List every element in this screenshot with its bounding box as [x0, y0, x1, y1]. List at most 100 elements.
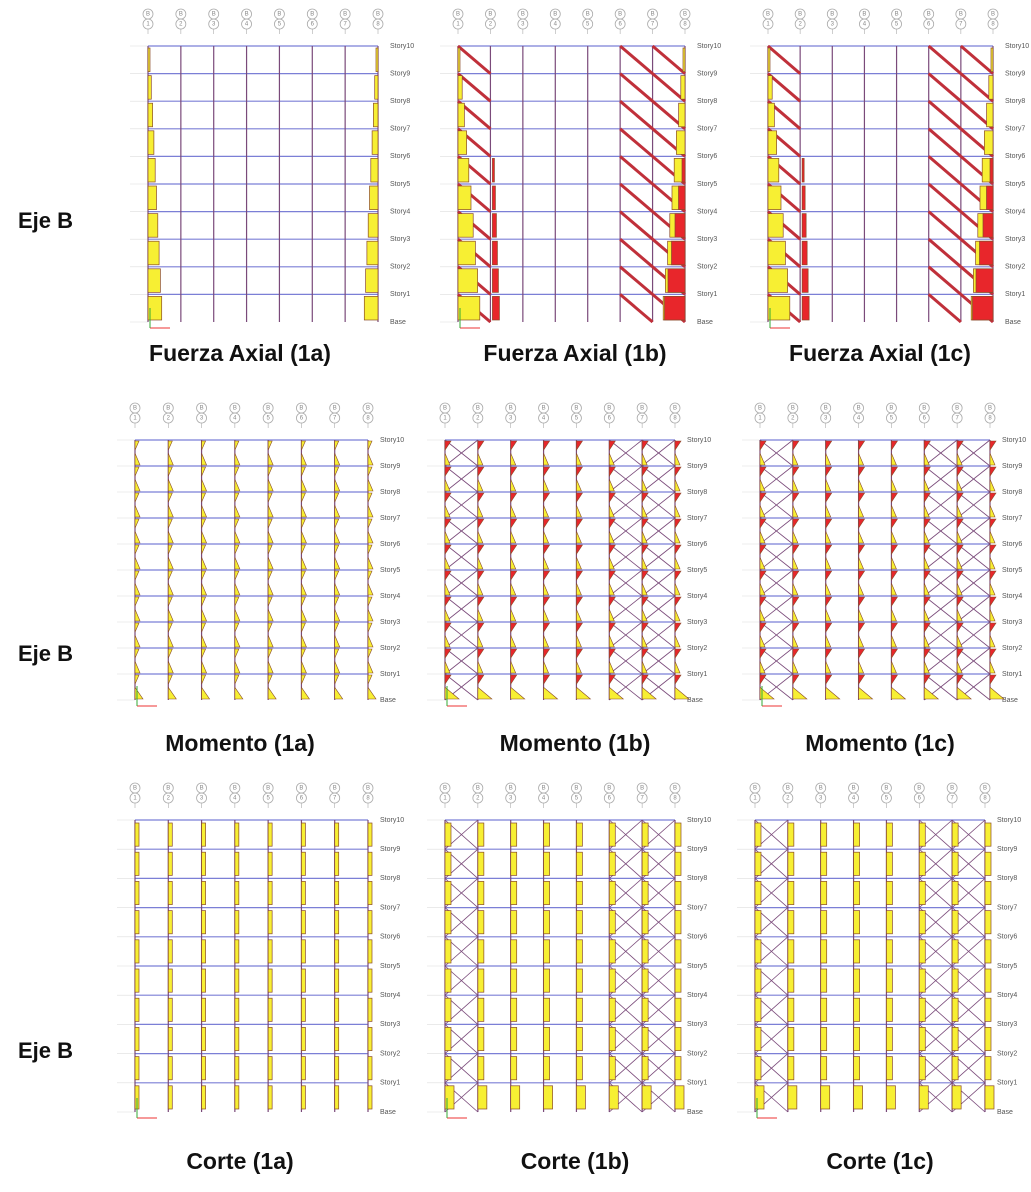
force-diagram	[478, 881, 484, 904]
force-diagram	[235, 623, 239, 632]
force-diagram	[675, 493, 681, 502]
force-diagram	[202, 583, 207, 595]
force-diagram	[642, 823, 648, 846]
force-diagram	[335, 609, 340, 621]
force-diagram	[478, 635, 483, 647]
force-diagram	[544, 823, 550, 846]
story-label: Story6	[1002, 541, 1022, 548]
grid-bubble-line: B	[133, 786, 137, 792]
force-diagram	[990, 545, 996, 554]
force-diagram	[135, 467, 139, 476]
force-diagram	[793, 623, 799, 632]
force-diagram	[268, 505, 273, 517]
force-diagram	[235, 1057, 239, 1080]
grid-bubble-number: 7	[955, 416, 959, 422]
force-diagram	[368, 505, 373, 517]
force-diagram	[168, 635, 173, 647]
story-label: Story6	[380, 541, 400, 548]
force-diagram	[642, 493, 648, 502]
force-diagram	[675, 583, 680, 595]
force-diagram	[445, 531, 450, 543]
force-diagram	[544, 583, 549, 595]
story-label: Story2	[380, 645, 400, 652]
force-diagram	[135, 969, 139, 992]
force-diagram	[642, 881, 648, 904]
force-diagram	[235, 609, 240, 621]
brace	[929, 101, 961, 129]
force-diagram	[202, 687, 210, 699]
force-diagram	[609, 609, 614, 621]
force-diagram	[642, 675, 648, 684]
story-label: Story8	[380, 875, 400, 882]
story-label: Story10	[1002, 437, 1026, 444]
force-diagram	[886, 1027, 892, 1050]
force-diagram	[859, 557, 864, 569]
force-diagram	[544, 940, 550, 963]
grid-bubble-line: B	[299, 406, 303, 412]
force-diagram	[445, 911, 451, 934]
force-diagram	[445, 675, 451, 684]
force-diagram	[478, 1057, 484, 1080]
force-diagram	[368, 852, 372, 875]
force-diagram	[576, 597, 582, 606]
grid-bubble-number: 6	[300, 416, 304, 422]
force-diagram	[802, 158, 804, 182]
force-diagram	[478, 441, 484, 450]
force-diagram	[235, 649, 239, 658]
force-diagram	[987, 103, 993, 127]
grid-bubble-line: B	[476, 406, 480, 412]
grid-bubble-number: 6	[608, 796, 612, 802]
force-diagram	[576, 583, 581, 595]
force-diagram	[478, 609, 483, 621]
force-diagram	[202, 609, 207, 621]
force-diagram	[478, 823, 484, 846]
force-diagram	[675, 998, 681, 1021]
force-diagram	[335, 453, 340, 465]
force-diagram	[301, 531, 306, 543]
force-diagram	[642, 545, 648, 554]
force-diagram	[168, 493, 172, 502]
force-diagram	[859, 519, 865, 528]
force-diagram	[478, 493, 484, 502]
force-diagram	[675, 1057, 681, 1080]
story-label: Story8	[687, 875, 707, 882]
force-diagram	[576, 441, 582, 450]
grid-bubble-line: B	[955, 406, 959, 412]
force-diagram	[760, 557, 765, 569]
panel-caption: Momento (1b)	[500, 730, 651, 756]
force-diagram	[478, 675, 484, 684]
force-diagram	[301, 505, 306, 517]
force-diagram	[952, 1086, 961, 1109]
force-diagram	[235, 1027, 239, 1050]
force-diagram	[235, 519, 239, 528]
grid-bubble-number: 6	[923, 416, 927, 422]
story-label: Base	[380, 697, 396, 704]
force-diagram	[368, 609, 373, 621]
force-diagram	[924, 597, 930, 606]
force-diagram	[957, 571, 963, 580]
force-diagram	[760, 571, 766, 580]
force-diagram	[235, 940, 239, 963]
force-diagram	[886, 940, 892, 963]
force-diagram	[168, 609, 173, 621]
force-diagram	[675, 571, 681, 580]
grid-bubble-line: B	[917, 786, 921, 792]
force-diagram	[335, 675, 339, 684]
force-diagram	[335, 557, 340, 569]
force-diagram	[511, 453, 516, 465]
grid-bubble-line: B	[521, 12, 525, 18]
force-diagram	[511, 479, 516, 491]
force-diagram	[458, 296, 480, 320]
force-diagram	[301, 519, 305, 528]
force-diagram	[576, 661, 581, 673]
force-diagram	[168, 998, 172, 1021]
force-diagram	[826, 505, 831, 517]
force-diagram	[335, 823, 339, 846]
force-diagram	[821, 969, 827, 992]
force-diagram	[168, 531, 173, 543]
panel-caption: Fuerza Axial (1a)	[149, 340, 331, 366]
grid-bubble-line: B	[758, 406, 762, 412]
force-diagram	[675, 505, 680, 517]
force-diagram	[576, 623, 582, 632]
force-diagram	[544, 531, 549, 543]
